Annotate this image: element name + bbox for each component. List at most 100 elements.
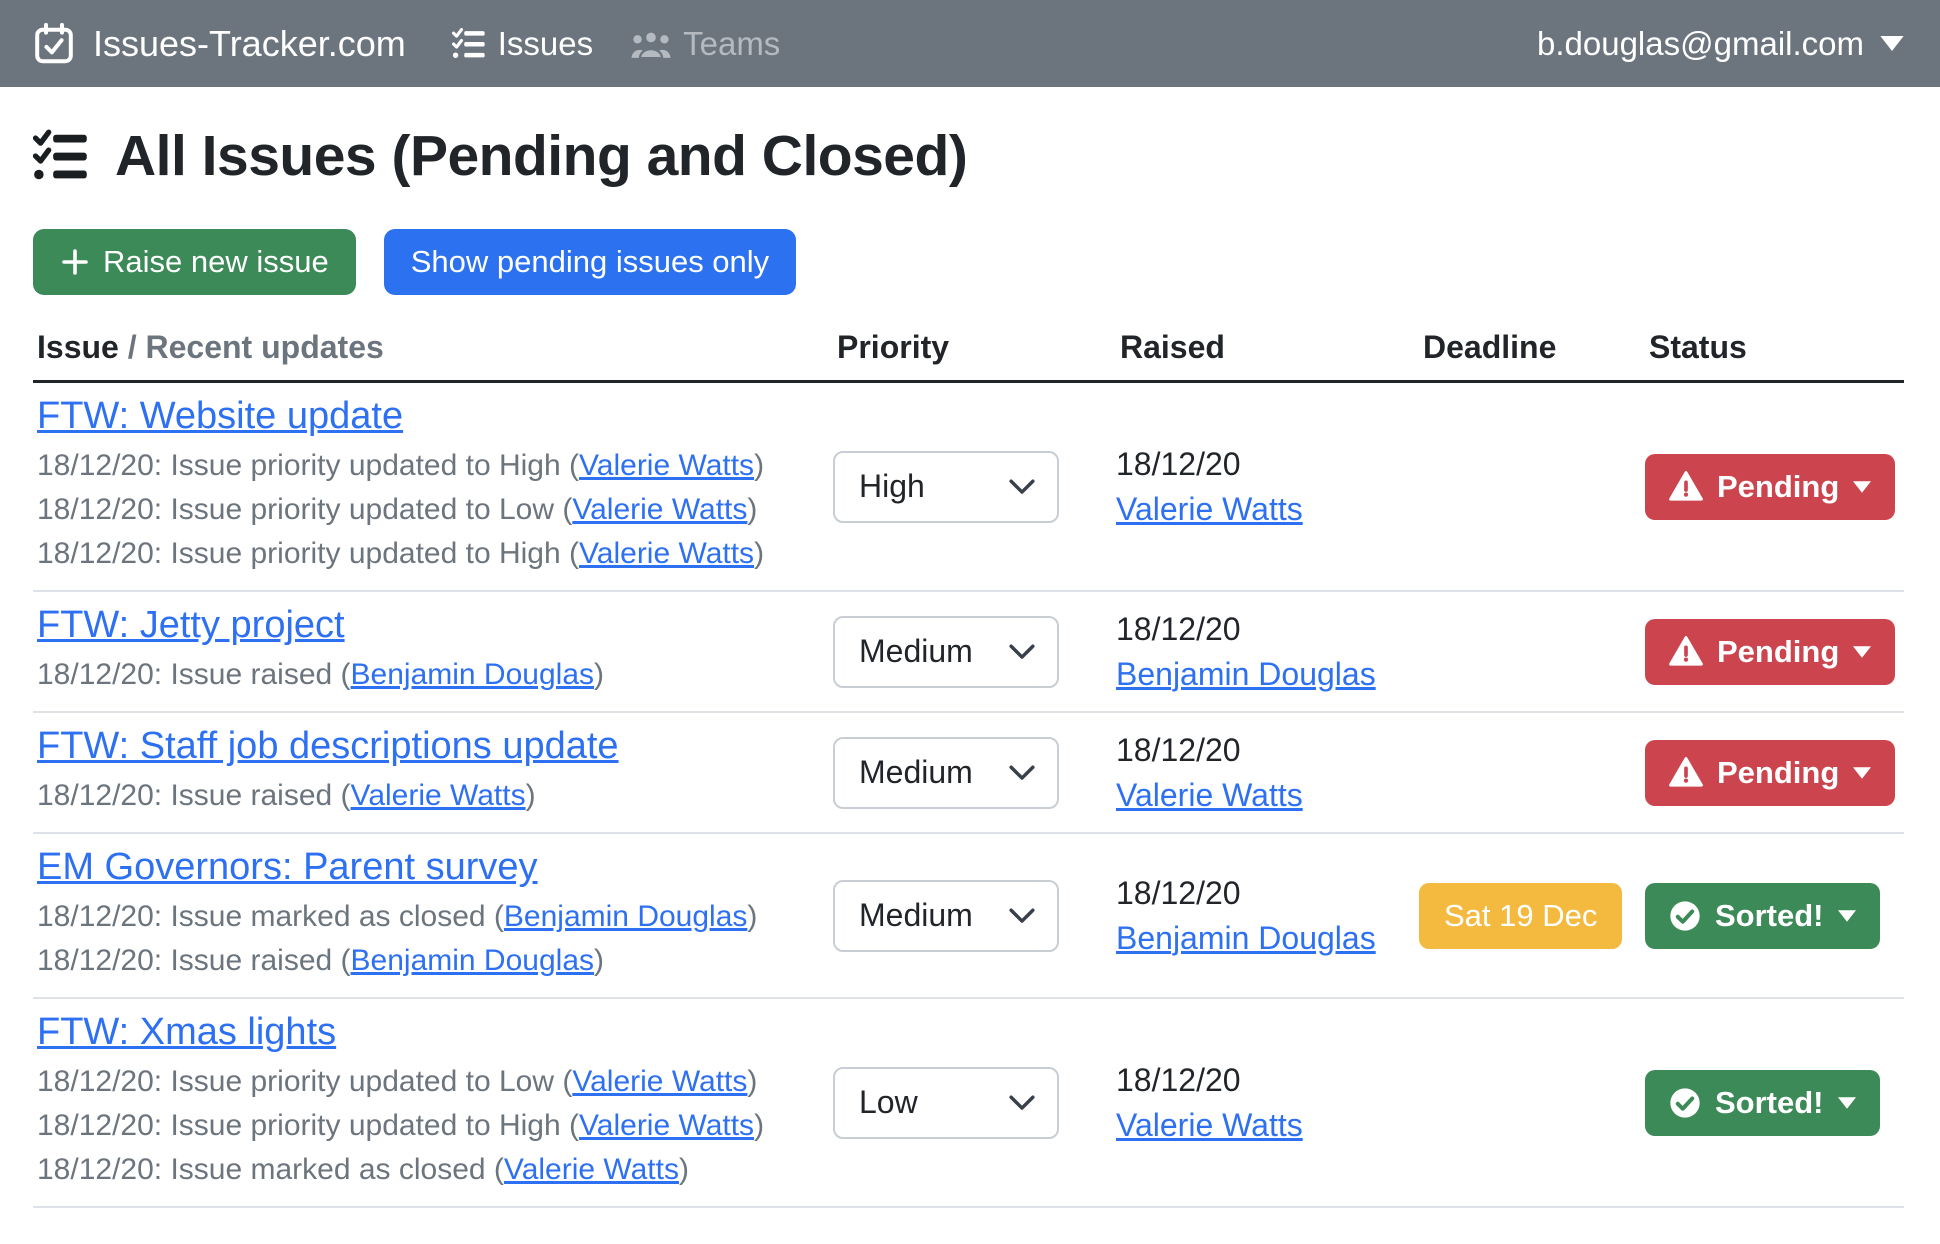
check-circle-icon xyxy=(1670,900,1700,931)
column-header-priority: Priority xyxy=(833,329,1116,383)
column-header-recent-updates: / Recent updates xyxy=(127,329,384,365)
issue-title-link[interactable]: FTW: Website update xyxy=(37,395,404,437)
status-label: Pending xyxy=(1717,633,1840,669)
priority-value: Medium xyxy=(859,754,973,790)
status-button[interactable]: Sorted! xyxy=(1645,882,1880,949)
issue-title-link[interactable]: FTW: Xmas lights xyxy=(37,1011,337,1053)
nav-item-label: Teams xyxy=(683,24,781,62)
page-title-text: All Issues (Pending and Closed) xyxy=(115,124,968,188)
warning-icon xyxy=(1669,636,1703,666)
chevron-down-icon xyxy=(1009,764,1035,780)
priority-select[interactable]: Low xyxy=(833,1066,1059,1139)
column-header-raised: Raised xyxy=(1116,329,1419,383)
priority-select[interactable]: High xyxy=(833,450,1059,523)
priority-select[interactable]: Medium xyxy=(833,879,1059,952)
calendar-check-icon xyxy=(35,22,73,63)
issue-update: 18/12/20: Issue raised (Benjamin Douglas… xyxy=(37,944,605,977)
issue-title-link[interactable]: EM Governors: Parent survey xyxy=(37,846,538,888)
status-button[interactable]: Sorted! xyxy=(1645,1069,1880,1136)
update-person-link[interactable]: Valerie Watts xyxy=(579,449,755,482)
update-person-link[interactable]: Valerie Watts xyxy=(579,1109,755,1142)
raised-by-link[interactable]: Benjamin Douglas xyxy=(1116,919,1376,956)
check-circle-icon xyxy=(1670,1087,1700,1118)
raised-date: 18/12/20 xyxy=(1116,731,1241,768)
status-button[interactable]: Pending xyxy=(1645,453,1896,520)
deadline-cell xyxy=(1419,712,1645,834)
chevron-down-icon xyxy=(1009,643,1035,659)
table-header-row: Issue / Recent updates Priority Raised D… xyxy=(33,329,1904,383)
caret-down-icon xyxy=(1853,645,1872,658)
warning-icon xyxy=(1669,471,1703,501)
raised-by-link[interactable]: Valerie Watts xyxy=(1116,1106,1303,1143)
status-button[interactable]: Pending xyxy=(1645,618,1896,685)
priority-select[interactable]: Medium xyxy=(833,615,1059,688)
issue-title-link[interactable]: FTW: Jetty project xyxy=(37,604,345,646)
update-person-link[interactable]: Valerie Watts xyxy=(579,537,755,570)
deadline-cell xyxy=(1419,591,1645,713)
issue-update: 18/12/20: Issue priority updated to High… xyxy=(37,537,765,570)
raised-by-link[interactable]: Benjamin Douglas xyxy=(1116,655,1376,692)
issue-title-link[interactable]: FTW: Staff job descriptions update xyxy=(37,725,619,767)
update-person-link[interactable]: Benjamin Douglas xyxy=(350,658,595,691)
nav-item-issues[interactable]: Issues xyxy=(451,24,594,63)
show-pending-only-button[interactable]: Show pending issues only xyxy=(383,229,797,295)
action-bar: Raise new issue Show pending issues only xyxy=(33,229,1904,295)
caret-down-icon xyxy=(1853,766,1872,779)
raised-by-link[interactable]: Valerie Watts xyxy=(1116,776,1303,813)
list-check-icon xyxy=(451,27,485,58)
update-person-link[interactable]: Benjamin Douglas xyxy=(350,944,595,977)
chevron-down-icon xyxy=(1009,907,1035,923)
table-row: FTW: Staff job descriptions update 18/12… xyxy=(33,712,1904,834)
status-label: Pending xyxy=(1717,468,1840,504)
issue-update: 18/12/20: Issue priority updated to Low … xyxy=(37,493,758,526)
issue-update: 18/12/20: Issue priority updated to High… xyxy=(37,449,765,482)
update-person-link[interactable]: Valerie Watts xyxy=(572,493,748,526)
table-row: FTW: Xmas lights 18/12/20: Issue priorit… xyxy=(33,998,1904,1208)
priority-value: Medium xyxy=(859,897,973,933)
raised-date: 18/12/20 xyxy=(1116,610,1241,647)
issue-update: 18/12/20: Issue priority updated to Low … xyxy=(37,1065,758,1098)
raised-by-link[interactable]: Valerie Watts xyxy=(1116,490,1303,527)
update-person-link[interactable]: Valerie Watts xyxy=(572,1065,748,1098)
chevron-down-icon xyxy=(1009,1094,1035,1110)
issue-update: 18/12/20: Issue raised (Benjamin Douglas… xyxy=(37,658,605,691)
update-person-link[interactable]: Benjamin Douglas xyxy=(503,900,748,933)
table-row: FTW: Website update 18/12/20: Issue prio… xyxy=(33,381,1904,592)
status-label: Sorted! xyxy=(1715,897,1824,933)
issue-update: 18/12/20: Issue raised (Valerie Watts) xyxy=(37,779,536,812)
update-person-link[interactable]: Valerie Watts xyxy=(350,779,526,812)
caret-down-icon xyxy=(1837,909,1856,922)
caret-down-icon xyxy=(1880,36,1904,51)
account-email: b.douglas@gmail.com xyxy=(1537,24,1864,62)
column-header-issue: Issue / Recent updates xyxy=(33,329,833,383)
page-title: All Issues (Pending and Closed) xyxy=(33,123,1904,189)
list-check-icon xyxy=(33,129,87,180)
account-menu[interactable]: b.douglas@gmail.com xyxy=(1537,25,1904,63)
main-content: All Issues (Pending and Closed) Raise ne… xyxy=(0,87,1940,1208)
update-person-link[interactable]: Valerie Watts xyxy=(503,1153,679,1186)
column-header-deadline: Deadline xyxy=(1419,329,1645,383)
deadline-cell xyxy=(1419,381,1645,592)
show-pending-only-label: Show pending issues only xyxy=(410,244,770,279)
issue-update: 18/12/20: Issue marked as closed (Valeri… xyxy=(37,1153,689,1186)
raised-date: 18/12/20 xyxy=(1116,445,1241,482)
column-header-status: Status xyxy=(1645,329,1904,383)
chevron-down-icon xyxy=(1009,478,1035,494)
nav-item-teams[interactable]: Teams xyxy=(631,25,780,63)
deadline-cell: Sat 19 Dec xyxy=(1419,833,1645,999)
brand-link[interactable]: Issues-Tracker.com xyxy=(33,22,406,65)
issues-table: Issue / Recent updates Priority Raised D… xyxy=(33,329,1904,1208)
navbar: Issues-Tracker.com Issues Teams b.dougla… xyxy=(0,0,1940,87)
nav-item-label: Issues xyxy=(497,24,594,62)
status-button[interactable]: Pending xyxy=(1645,739,1896,806)
priority-select[interactable]: Medium xyxy=(833,736,1059,809)
raise-new-issue-button[interactable]: Raise new issue xyxy=(33,229,356,295)
brand-label: Issues-Tracker.com xyxy=(93,22,406,64)
priority-value: Medium xyxy=(859,633,973,669)
raised-date: 18/12/20 xyxy=(1116,874,1241,911)
issue-update: 18/12/20: Issue marked as closed (Benjam… xyxy=(37,900,758,933)
table-row: EM Governors: Parent survey 18/12/20: Is… xyxy=(33,833,1904,999)
caret-down-icon xyxy=(1853,480,1872,493)
priority-value: Low xyxy=(859,1084,918,1120)
status-label: Sorted! xyxy=(1715,1084,1824,1120)
